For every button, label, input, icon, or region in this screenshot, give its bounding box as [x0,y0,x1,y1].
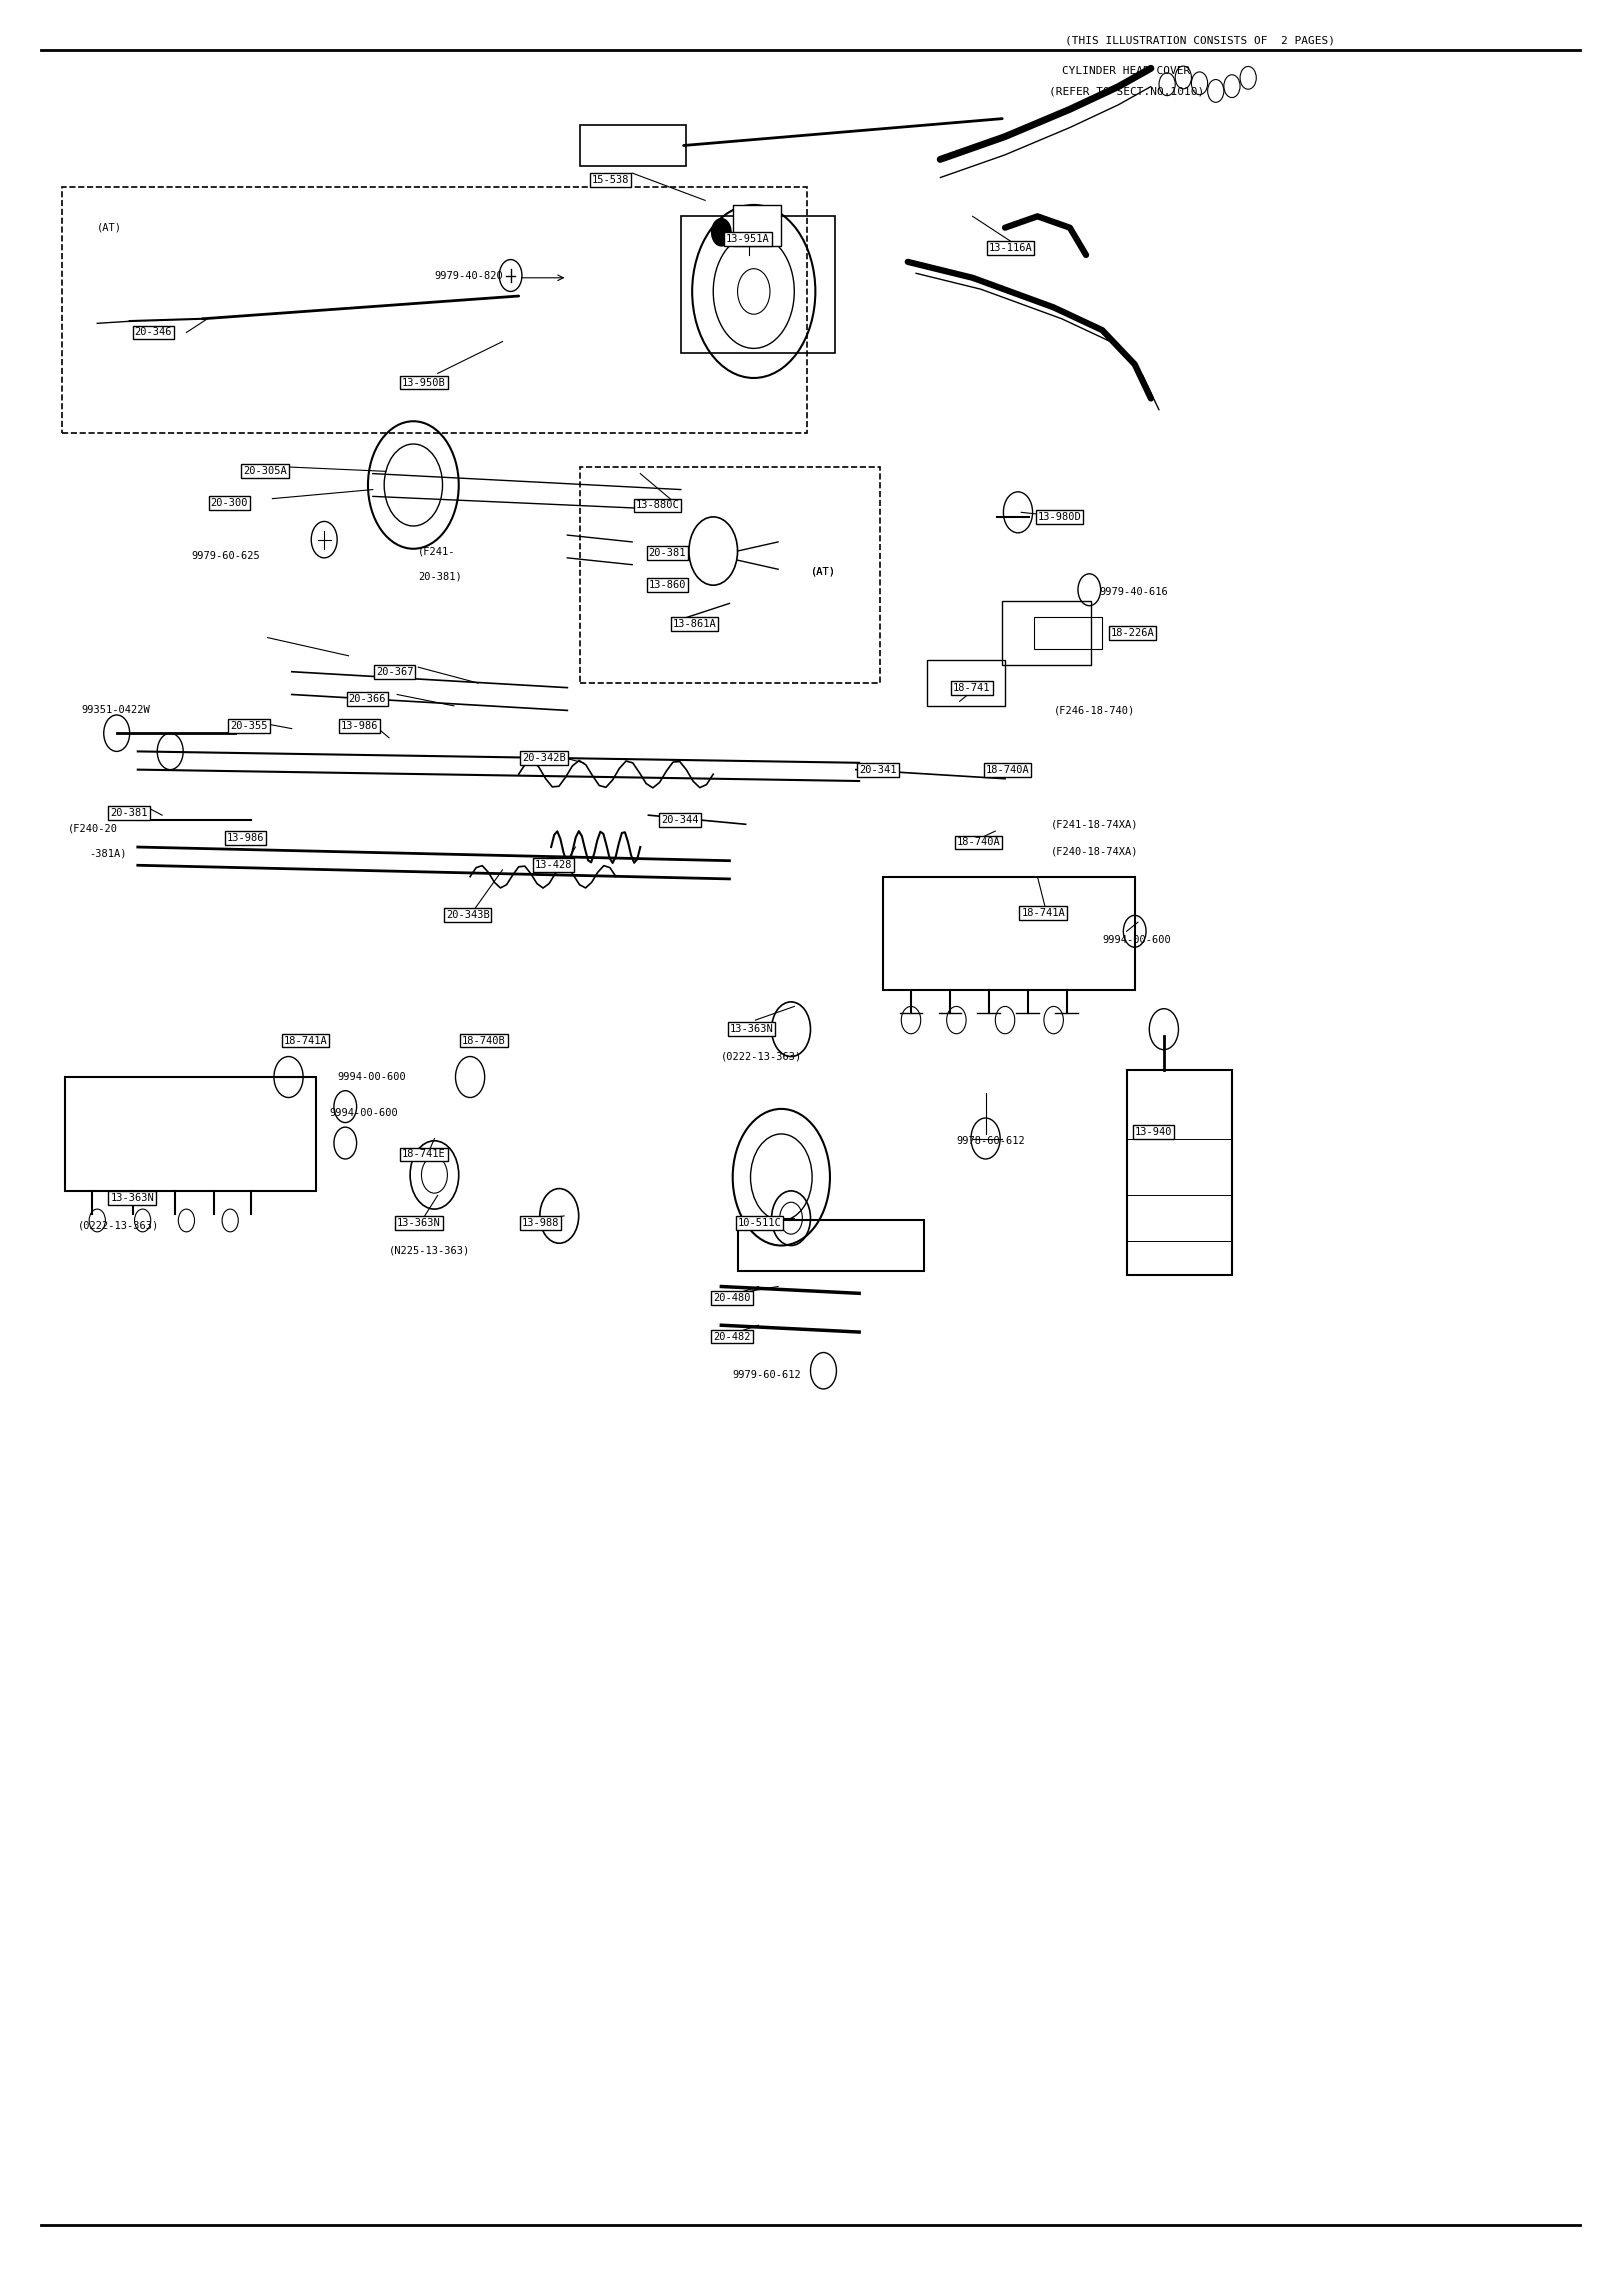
Text: (F246-18-740): (F246-18-740) [1054,706,1135,715]
Text: 13-363N: 13-363N [729,1025,773,1034]
Text: 18-740B: 18-740B [462,1036,506,1045]
Text: 20-381: 20-381 [110,808,148,817]
Bar [62,187,807,433]
Text: (AT): (AT) [97,223,122,232]
Text: 13-951A: 13-951A [726,235,770,244]
Text: 9978-60-612: 9978-60-612 [956,1136,1024,1145]
Text: 20-342B: 20-342B [522,754,566,763]
Bar [65,1077,316,1191]
Text: 20-366: 20-366 [349,694,386,704]
Text: (THIS ILLUSTRATION CONSISTS OF  2 PAGES): (THIS ILLUSTRATION CONSISTS OF 2 PAGES) [1065,36,1334,46]
Text: 18-740A: 18-740A [956,838,1000,847]
Text: 13-860: 13-860 [648,581,686,590]
Text: (F241-: (F241- [418,546,456,556]
Text: 20-367: 20-367 [376,667,413,676]
Text: 9979-40-616: 9979-40-616 [1099,587,1167,597]
Text: 13-988: 13-988 [522,1218,559,1227]
Text: 20-355: 20-355 [230,722,267,731]
Bar [1127,1070,1232,1275]
Text: 20-381): 20-381) [418,572,462,581]
Text: 20-343B: 20-343B [446,911,490,920]
Bar [927,660,1005,706]
Bar [681,216,835,353]
Text: 20-346: 20-346 [135,328,172,337]
Bar [1034,617,1102,649]
Text: 20-480: 20-480 [713,1293,751,1302]
Text: 13-986: 13-986 [227,833,264,842]
Text: 18-741: 18-741 [953,683,990,692]
Text: 15-538: 15-538 [592,175,629,184]
Text: (F241-18-74XA): (F241-18-74XA) [1050,820,1138,829]
Text: (0222-13-363): (0222-13-363) [78,1220,159,1230]
Bar [1002,601,1091,665]
Text: 20-300: 20-300 [211,499,248,508]
Text: (F240-20: (F240-20 [68,824,118,833]
Text: 18-741A: 18-741A [284,1036,327,1045]
Text: 20-305A: 20-305A [243,467,287,476]
Text: 13-940: 13-940 [1135,1127,1172,1136]
Text: 10-511C: 10-511C [738,1218,781,1227]
Text: (AT): (AT) [810,567,835,576]
Text: 13-363N: 13-363N [397,1218,441,1227]
Text: 13-880C: 13-880C [635,501,679,510]
Bar [580,125,686,166]
Text: 18-740A: 18-740A [986,765,1029,774]
Text: 13-428: 13-428 [535,861,572,870]
Text: (AT): (AT) [810,567,835,576]
Text: (REFER TO SECT.NO.1010): (REFER TO SECT.NO.1010) [1049,87,1204,96]
Text: 13-363N: 13-363N [110,1193,154,1202]
Text: (N225-13-363): (N225-13-363) [389,1246,470,1255]
Circle shape [712,219,731,246]
Text: 13-980D: 13-980D [1037,512,1081,521]
Bar [883,877,1135,990]
Text: 13-950B: 13-950B [402,378,446,387]
Text: 20-381: 20-381 [648,549,686,558]
Text: (0222-13-363): (0222-13-363) [721,1052,802,1061]
Bar [580,467,880,683]
Text: 20-341: 20-341 [859,765,896,774]
Text: CYLINDER HEAD COVER: CYLINDER HEAD COVER [1062,66,1191,75]
Text: 18-741E: 18-741E [402,1150,446,1159]
Text: 20-344: 20-344 [661,815,699,824]
Text: 9979-40-820: 9979-40-820 [434,271,503,280]
Text: 9994-00-600: 9994-00-600 [337,1072,405,1082]
Text: 9994-00-600: 9994-00-600 [329,1109,397,1118]
Text: 9979-60-612: 9979-60-612 [733,1371,801,1380]
Bar [738,1220,924,1271]
Text: 9994-00-600: 9994-00-600 [1102,936,1170,945]
Text: 99351-0422W: 99351-0422W [81,706,149,715]
Text: (F240-18-74XA): (F240-18-74XA) [1050,847,1138,856]
Text: 13-861A: 13-861A [673,619,716,628]
Text: 20-482: 20-482 [713,1332,751,1341]
Bar [733,205,781,246]
Text: 9979-60-625: 9979-60-625 [191,551,259,560]
Text: 18-741A: 18-741A [1021,909,1065,918]
Text: 13-116A: 13-116A [989,244,1033,253]
Text: 18-226A: 18-226A [1110,628,1154,638]
Text: -381A): -381A) [89,849,126,858]
Text: 13-986: 13-986 [340,722,378,731]
